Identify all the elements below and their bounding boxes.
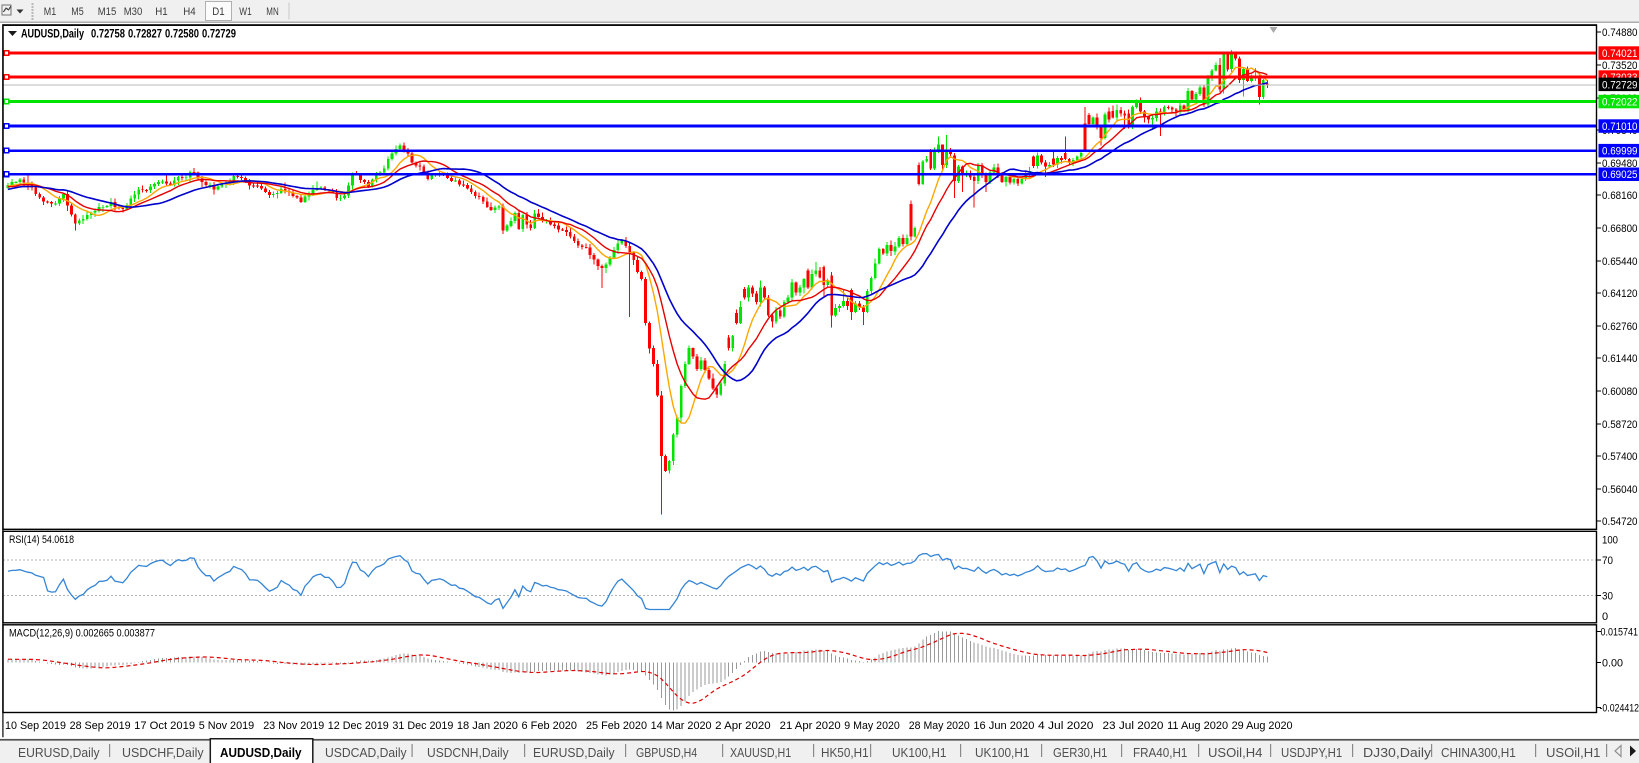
svg-text:4 Jul 2020: 4 Jul 2020: [1038, 720, 1094, 732]
svg-text:USOil,H4: USOil,H4: [1208, 745, 1262, 760]
svg-text:29 Aug 2020: 29 Aug 2020: [1232, 720, 1293, 732]
svg-text:25 Feb 2020: 25 Feb 2020: [586, 720, 647, 732]
svg-text:GER30,H1: GER30,H1: [1053, 745, 1107, 760]
svg-text:0.69999: 0.69999: [1602, 146, 1638, 158]
svg-text:0.58720: 0.58720: [1602, 419, 1638, 431]
svg-text:MACD(12,26,9) 0.002665 0.00387: MACD(12,26,9) 0.002665 0.003877: [9, 628, 155, 640]
svg-text:0.69480: 0.69480: [1602, 158, 1638, 170]
svg-text:0.64120: 0.64120: [1602, 288, 1638, 300]
svg-text:USDCHF,Daily: USDCHF,Daily: [122, 745, 204, 760]
svg-text:USDCNH,Daily: USDCNH,Daily: [427, 745, 509, 760]
svg-text:W1: W1: [239, 6, 251, 18]
svg-text:D1: D1: [212, 6, 224, 18]
svg-text:0.57400: 0.57400: [1602, 451, 1638, 463]
svg-text:0.74021: 0.74021: [1602, 48, 1638, 60]
svg-text:0.62760: 0.62760: [1602, 321, 1638, 333]
svg-text:0.72827: 0.72827: [128, 29, 162, 41]
svg-text:EURUSD,Daily: EURUSD,Daily: [533, 745, 615, 760]
svg-text:2 Apr 2020: 2 Apr 2020: [715, 720, 771, 732]
svg-text:28 May 2020: 28 May 2020: [909, 720, 970, 732]
svg-text:12 Dec 2019: 12 Dec 2019: [328, 720, 389, 732]
svg-text:M15: M15: [98, 6, 117, 18]
svg-text:0.72022: 0.72022: [1602, 97, 1638, 109]
svg-text:AUDUSD,Daily: AUDUSD,Daily: [21, 29, 84, 41]
svg-text:14 Mar 2020: 14 Mar 2020: [651, 720, 712, 732]
svg-text:10 Sep 2019: 10 Sep 2019: [5, 720, 66, 732]
svg-text:EURUSD,Daily: EURUSD,Daily: [18, 745, 100, 760]
svg-text:18 Jan 2020: 18 Jan 2020: [457, 720, 518, 732]
svg-text:0.56040: 0.56040: [1602, 484, 1638, 496]
svg-text:31 Dec 2019: 31 Dec 2019: [392, 720, 453, 732]
svg-text:HK50,H1: HK50,H1: [821, 745, 869, 760]
svg-text:0.65440: 0.65440: [1602, 256, 1638, 268]
svg-text:0.60080: 0.60080: [1602, 386, 1638, 398]
svg-text:0.015741: 0.015741: [1601, 627, 1639, 639]
svg-text:21 Apr 2020: 21 Apr 2020: [780, 720, 841, 732]
svg-text:5 Nov 2019: 5 Nov 2019: [199, 720, 255, 732]
svg-text:H4: H4: [183, 6, 195, 18]
svg-text:CHINA300,H1: CHINA300,H1: [1441, 745, 1516, 760]
svg-text:16 Jun 2020: 16 Jun 2020: [973, 720, 1034, 732]
svg-text:M1: M1: [44, 6, 56, 18]
svg-text:0.72758: 0.72758: [91, 29, 125, 41]
svg-text:70: 70: [1602, 555, 1613, 567]
svg-text:0.00: 0.00: [1602, 657, 1623, 669]
svg-text:M30: M30: [124, 6, 143, 18]
svg-text:0: 0: [1602, 611, 1608, 623]
svg-text:H1: H1: [155, 6, 167, 18]
svg-text:100: 100: [1602, 535, 1618, 547]
svg-text:XAUUSD,H1: XAUUSD,H1: [730, 745, 791, 760]
svg-text:28 Sep 2019: 28 Sep 2019: [70, 720, 131, 732]
svg-text:6 Feb 2020: 6 Feb 2020: [522, 720, 578, 732]
svg-text:0.72580: 0.72580: [165, 29, 199, 41]
svg-text:USOil,H1: USOil,H1: [1546, 745, 1600, 760]
svg-text:DJ30,Daily: DJ30,Daily: [1363, 745, 1432, 760]
svg-text:GBPUSD,H4: GBPUSD,H4: [636, 745, 697, 760]
svg-text:0.66800: 0.66800: [1602, 223, 1638, 235]
svg-text:UK100,H1: UK100,H1: [892, 745, 946, 760]
svg-text:0.72729: 0.72729: [202, 29, 236, 41]
svg-text:USDCAD,Daily: USDCAD,Daily: [325, 745, 407, 760]
svg-text:0.71010: 0.71010: [1602, 121, 1638, 133]
svg-text:FRA40,H1: FRA40,H1: [1133, 745, 1187, 760]
svg-text:USDJPY,H1: USDJPY,H1: [1281, 745, 1342, 760]
svg-text:30: 30: [1602, 591, 1613, 603]
svg-text:0.74880: 0.74880: [1602, 27, 1638, 39]
svg-text:M5: M5: [71, 6, 83, 18]
svg-text:MN: MN: [266, 6, 278, 18]
svg-text:0.61440: 0.61440: [1602, 353, 1638, 365]
svg-text:0.68160: 0.68160: [1602, 190, 1638, 202]
svg-text:23 Nov 2019: 23 Nov 2019: [263, 720, 324, 732]
svg-text:9 May 2020: 9 May 2020: [844, 720, 900, 732]
svg-text:0.72729: 0.72729: [1602, 79, 1638, 91]
svg-text:UK100,H1: UK100,H1: [975, 745, 1029, 760]
svg-text:AUDUSD,Daily: AUDUSD,Daily: [220, 745, 302, 760]
svg-text:-0.024412: -0.024412: [1600, 703, 1639, 715]
svg-text:0.54720: 0.54720: [1602, 516, 1638, 528]
svg-text:23 Jul 2020: 23 Jul 2020: [1103, 720, 1164, 732]
svg-text:0.69025: 0.69025: [1602, 169, 1638, 181]
svg-text:RSI(14) 54.0618: RSI(14) 54.0618: [9, 534, 74, 546]
svg-text:17 Oct 2019: 17 Oct 2019: [134, 720, 195, 732]
svg-text:0.73520: 0.73520: [1602, 60, 1638, 72]
svg-text:11 Aug 2020: 11 Aug 2020: [1167, 720, 1228, 732]
